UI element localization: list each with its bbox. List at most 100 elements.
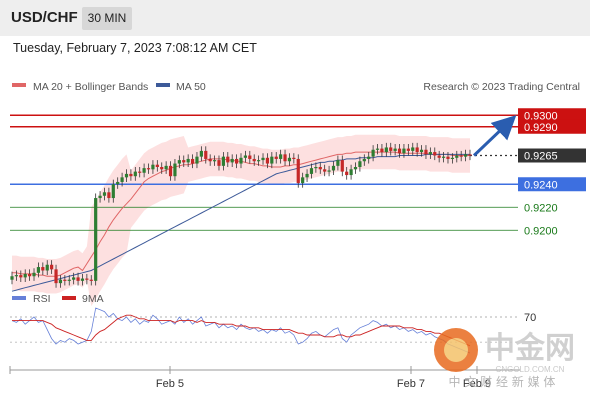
candle-body bbox=[287, 157, 292, 162]
candle-body bbox=[296, 158, 300, 184]
x-axis-ticks: Feb 5 Feb 7 Feb 9 bbox=[156, 366, 491, 390]
ma9-legend-swatch bbox=[62, 296, 76, 300]
candle-body bbox=[164, 165, 168, 170]
candle-body bbox=[455, 155, 459, 158]
candle-body bbox=[243, 155, 248, 158]
candle-body bbox=[428, 152, 432, 155]
candle-body bbox=[340, 160, 344, 172]
candle-body bbox=[446, 156, 450, 159]
candle-body bbox=[389, 147, 393, 151]
candle-body bbox=[279, 154, 283, 159]
watermark-tagline: 中 文 财 经 新 媒 体 bbox=[449, 374, 556, 389]
candle-body bbox=[129, 173, 133, 177]
candle-body bbox=[331, 165, 336, 171]
candle-body bbox=[397, 148, 402, 154]
candle-body bbox=[393, 148, 397, 151]
candle-body bbox=[102, 192, 107, 196]
ma50-legend-swatch bbox=[156, 83, 170, 87]
candle-body bbox=[318, 167, 322, 170]
candle-body bbox=[45, 264, 49, 271]
candle-body bbox=[367, 156, 371, 159]
candle-body bbox=[265, 157, 270, 164]
candle-body bbox=[402, 148, 406, 154]
level-label-0.9265: 0.9265 bbox=[524, 151, 558, 163]
candle-body bbox=[182, 160, 186, 163]
level-label-0.9220: 0.9220 bbox=[524, 202, 558, 214]
ma20-legend-label: MA 20 + Bollinger Bands bbox=[33, 81, 148, 93]
ma50-legend-label: MA 50 bbox=[176, 81, 206, 93]
chart-datetime: Tuesday, February 7, 2023 7:08:12 AM CET bbox=[13, 41, 257, 55]
candle-body bbox=[248, 155, 252, 159]
candle-body bbox=[177, 160, 181, 164]
level-label-0.9240: 0.9240 bbox=[524, 179, 558, 191]
candle-body bbox=[138, 171, 142, 173]
candle-body bbox=[168, 165, 173, 177]
candle-body bbox=[58, 279, 63, 284]
x-tick-label: Feb 9 bbox=[463, 378, 491, 390]
level-label-0.9290: 0.9290 bbox=[524, 122, 558, 134]
candles bbox=[10, 142, 472, 288]
candle-body bbox=[67, 279, 71, 281]
projection-arrow bbox=[472, 115, 517, 157]
candle-body bbox=[362, 158, 366, 162]
candle-body bbox=[252, 158, 256, 162]
rsi-level-label: 70 bbox=[524, 312, 536, 324]
candle-body bbox=[406, 148, 410, 151]
ma20-legend-swatch bbox=[12, 83, 26, 87]
candle-body bbox=[160, 167, 164, 170]
level-label-bg-0.9300 bbox=[518, 108, 586, 123]
source-label: Research © 2023 Trading Central bbox=[423, 81, 580, 93]
candle-body bbox=[76, 277, 80, 281]
candle-body bbox=[301, 177, 305, 184]
candle-body bbox=[28, 273, 32, 277]
candle-body bbox=[32, 272, 36, 277]
candle-body bbox=[14, 275, 19, 277]
level-label-0.9300: 0.9300 bbox=[524, 110, 558, 122]
candle-body bbox=[36, 267, 41, 273]
watermark-url: CNGOLD.COM.CN bbox=[496, 365, 565, 374]
watermark-logo-inner-icon bbox=[444, 338, 468, 362]
x-tick-label: Feb 7 bbox=[397, 378, 425, 390]
candle-body bbox=[411, 147, 415, 151]
candle-body bbox=[146, 168, 151, 170]
candle-body bbox=[283, 154, 287, 162]
candle-body bbox=[204, 150, 208, 159]
candle-body bbox=[380, 148, 384, 153]
candle-body bbox=[305, 173, 309, 178]
candle-body bbox=[358, 161, 362, 167]
candle-body bbox=[199, 150, 203, 157]
candle-body bbox=[415, 147, 419, 153]
candle-body bbox=[212, 160, 217, 162]
candle-body bbox=[459, 155, 463, 157]
candle-body bbox=[349, 169, 353, 176]
candle-body bbox=[419, 149, 424, 153]
candle-body bbox=[437, 155, 441, 158]
candle-body bbox=[309, 168, 314, 174]
candle-body bbox=[292, 157, 296, 159]
candle-body bbox=[41, 267, 45, 271]
candle-body bbox=[323, 169, 327, 172]
candle-body bbox=[19, 275, 23, 278]
candle-body bbox=[239, 157, 243, 164]
level-label-bg-0.9240 bbox=[518, 177, 586, 192]
level-label-bg-0.9265 bbox=[518, 148, 586, 163]
candle-body bbox=[257, 160, 261, 162]
level-label-bg-0.9290 bbox=[518, 119, 586, 134]
x-tick-label: Feb 5 bbox=[156, 378, 184, 390]
rsi-line bbox=[11, 307, 471, 354]
candle-body bbox=[314, 167, 318, 169]
candle-body bbox=[230, 158, 234, 163]
candle-body bbox=[10, 276, 14, 280]
header-bar: USD/CHF 30 MIN bbox=[0, 0, 590, 36]
candle-body bbox=[50, 264, 54, 270]
candle-body bbox=[217, 160, 221, 166]
watermark-brand: 中金网 bbox=[485, 331, 575, 366]
candle-body bbox=[98, 195, 102, 199]
candle-body bbox=[463, 154, 468, 157]
candle-body bbox=[85, 278, 89, 280]
candle-body bbox=[274, 156, 278, 159]
rsi-legend-label: RSI bbox=[33, 293, 51, 305]
timeframe-badge[interactable]: 30 MIN bbox=[82, 7, 132, 30]
candle-body bbox=[353, 167, 358, 170]
